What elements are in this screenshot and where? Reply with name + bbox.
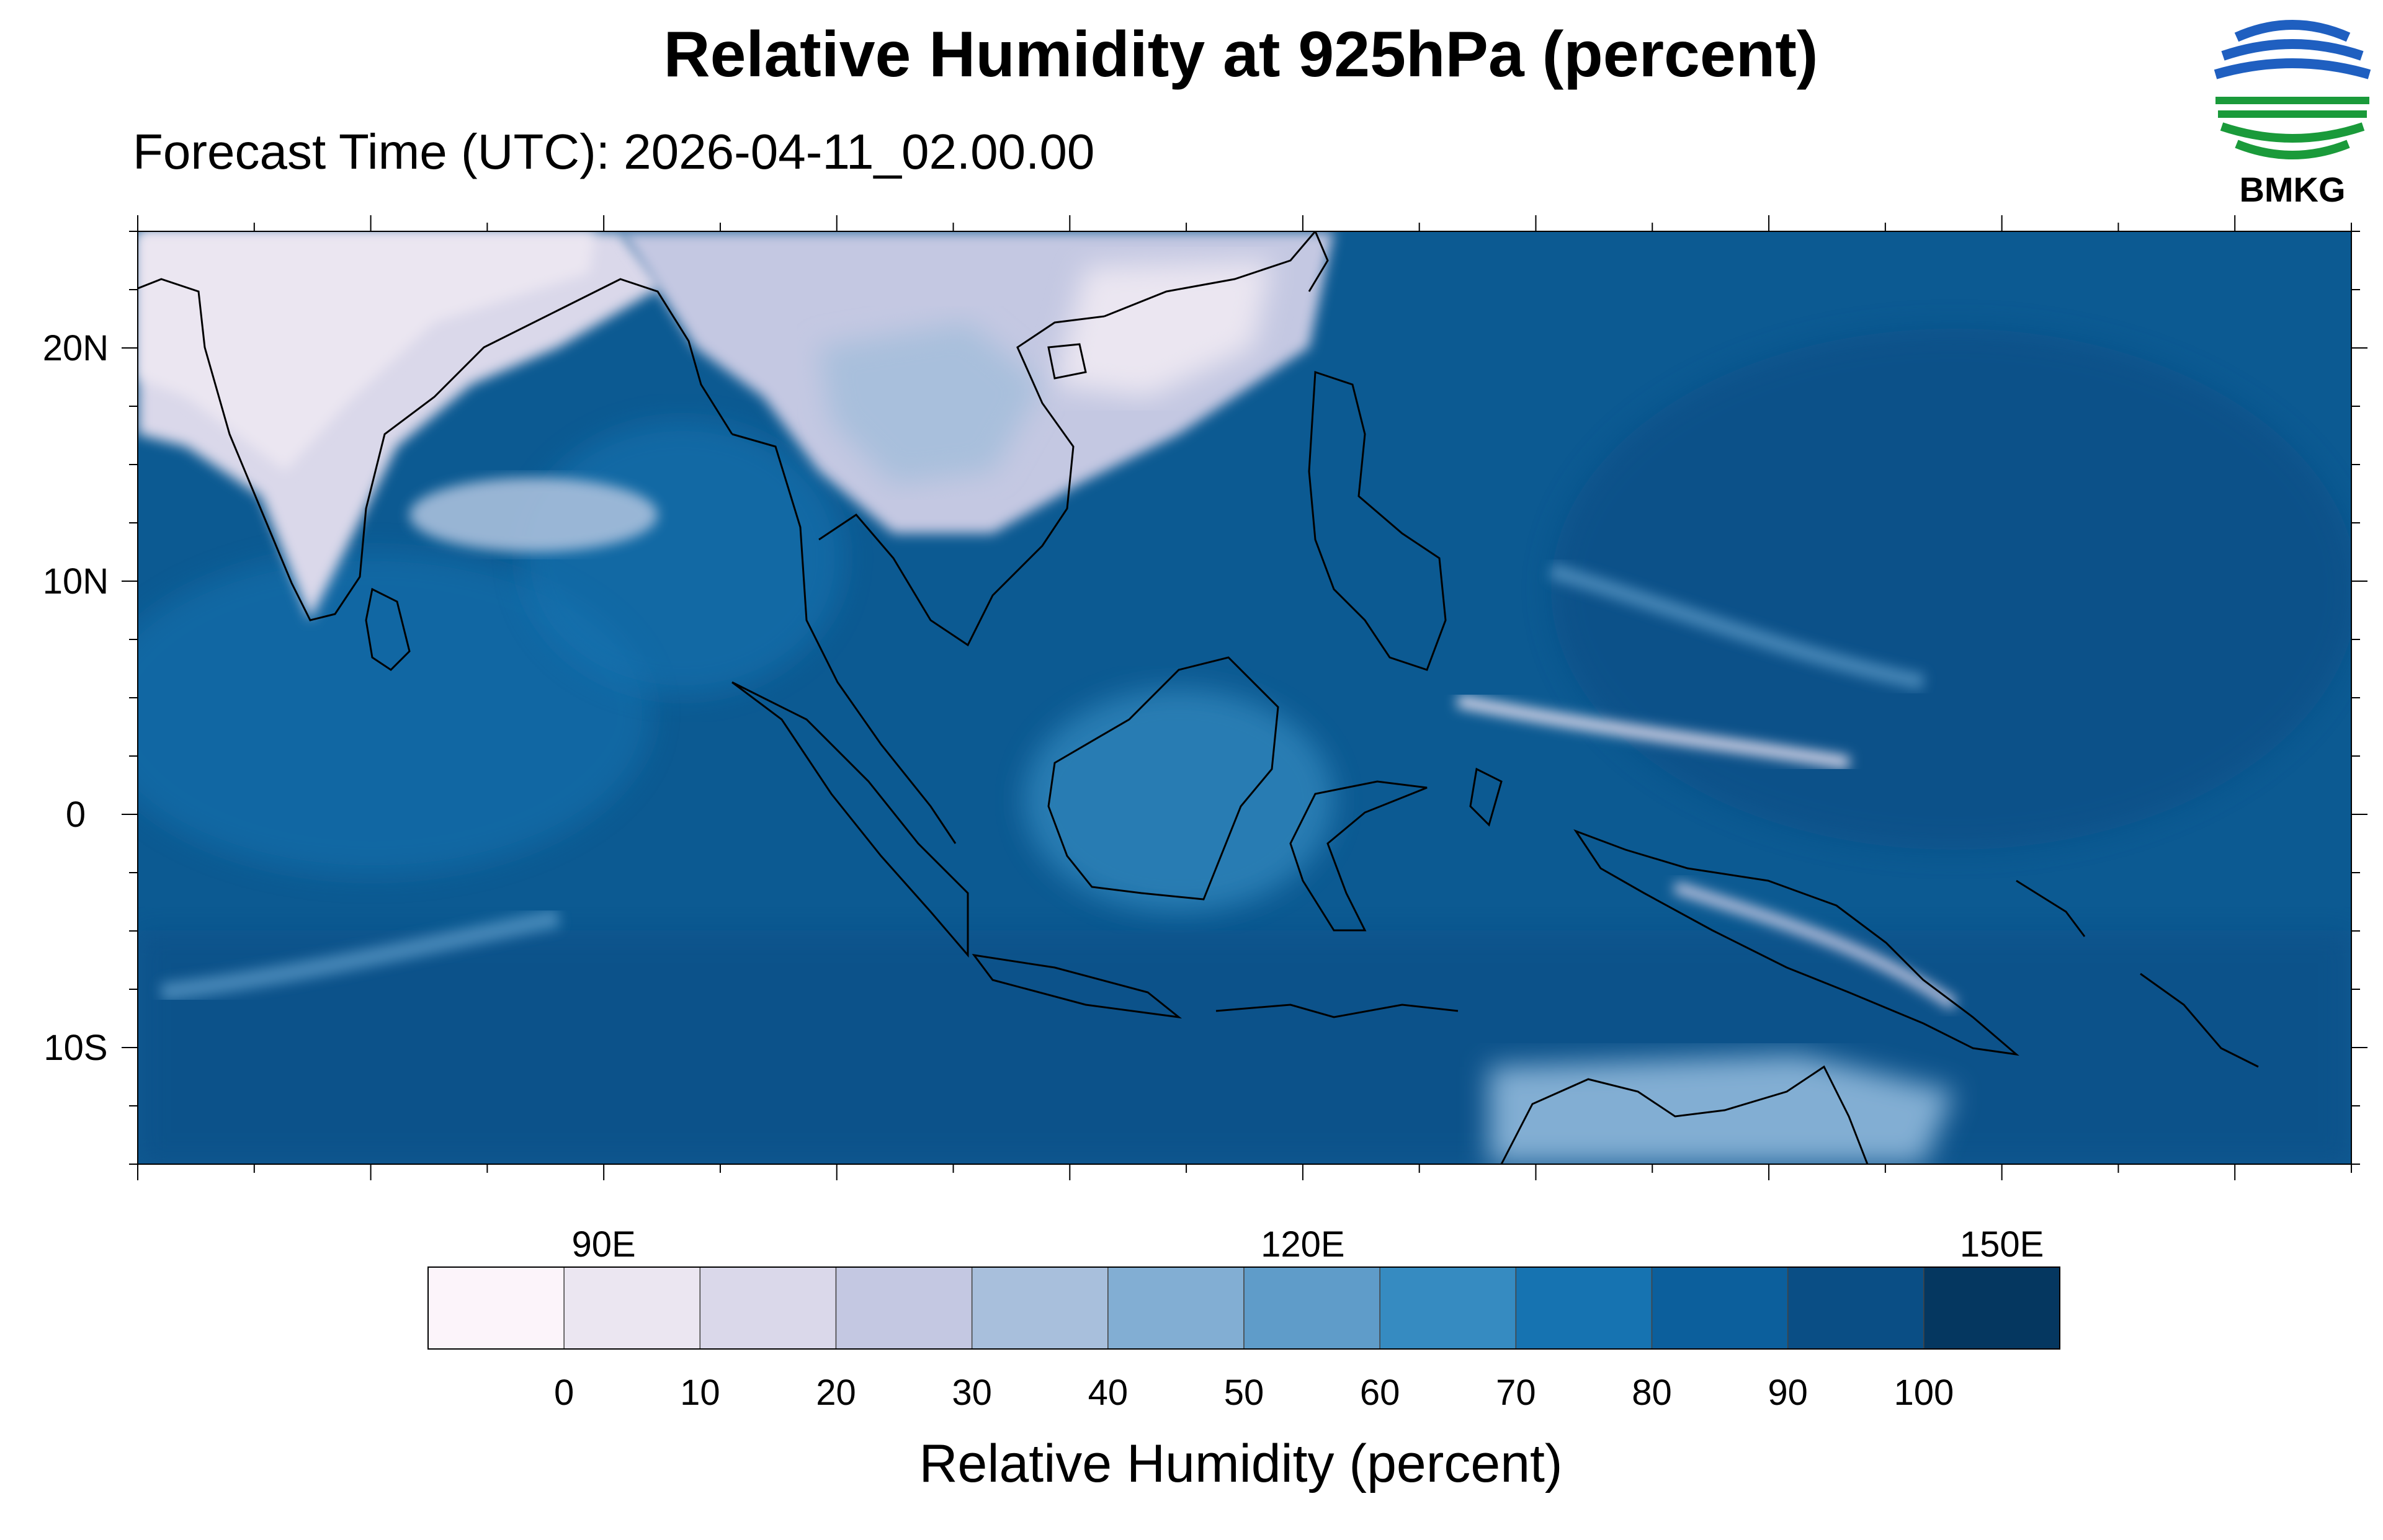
dry-india-core [138, 231, 596, 471]
forecast-time: Forecast Time (UTC): 2026-04-11_02.00.00 [133, 124, 1095, 179]
colorbar-tick-label: 100 [1893, 1373, 1954, 1413]
lon-tick-label: 150E [1960, 1224, 2044, 1265]
lat-tick-label: 10S [43, 1028, 107, 1068]
colorbar-box [1243, 1266, 1380, 1350]
dark-band-south [138, 930, 2351, 1164]
logo-green-arc-1 [2220, 122, 2365, 143]
bmkg-logo: BMKG [2214, 20, 2371, 209]
streak-indian-ocean [160, 909, 560, 1002]
lon-tick-label: 120E [1261, 1224, 1344, 1265]
logo-green-arc-2 [2235, 140, 2350, 159]
dry-indochina-core [1055, 260, 1272, 397]
colorbar-box [1651, 1266, 1789, 1350]
streak-pacific-2 [1549, 563, 1925, 690]
colorbar-tick-label: 20 [816, 1373, 856, 1413]
coast-lesser-sunda [1215, 1004, 1459, 1018]
colorbar-tick-label: 90 [1768, 1373, 1808, 1413]
colorbar: 0 10 20 30 40 50 60 70 80 90 100 [427, 1266, 2060, 1413]
dry-laos [819, 323, 1042, 484]
coast-java [972, 953, 1183, 1019]
colorbar-tick-label: 0 [554, 1373, 574, 1413]
logo-text: BMKG [2239, 170, 2345, 209]
dry-andaman [409, 478, 658, 552]
colorbar-tick-label: 60 [1360, 1373, 1400, 1413]
indian-ocean-mid [138, 552, 651, 875]
colorbar-box [563, 1266, 701, 1350]
logo-blue-arc-3 [2214, 58, 2371, 79]
lat-tick-label: 20N [43, 328, 109, 368]
colorbar-box [1515, 1266, 1653, 1350]
coast-solomons [2140, 973, 2259, 1068]
axis-tick-labels: 20N 10N 0 10S 90E 120E 150E [43, 328, 2044, 1265]
colorbar-title: Relative Humidity (percent) [919, 1434, 1563, 1493]
colorbar-tick-label: 40 [1088, 1373, 1129, 1413]
lon-tick-label: 90E [572, 1224, 636, 1265]
coast-sri-lanka [365, 587, 411, 671]
streak-pacific [1457, 695, 1850, 769]
colorbar-tick-label: 30 [952, 1373, 992, 1413]
dark-pacific [1551, 329, 2351, 850]
colorbar-box [427, 1266, 565, 1350]
bay-of-bengal [521, 422, 844, 695]
coast-new-guinea [1573, 829, 2019, 1056]
axis-ticks [122, 215, 2367, 1180]
humidity-field [138, 231, 2351, 1164]
colorbar-box [1787, 1266, 1925, 1350]
coast-borneo [1047, 656, 1279, 901]
logo-green-bar-1 [2215, 97, 2369, 104]
coast-thailand-vietnam [818, 315, 1105, 647]
lat-tick-label: 0 [66, 794, 86, 835]
colorbar-box [699, 1266, 837, 1350]
coast-sulawesi [1289, 780, 1428, 932]
coast-hainan [1047, 343, 1087, 380]
colorbar-tick-label: 80 [1632, 1373, 1672, 1413]
coast-philippines [1308, 370, 1447, 671]
logo-blue-arc-1 [2234, 20, 2351, 42]
colorbar-tick-label: 70 [1496, 1373, 1536, 1413]
coast-myanmar-malay [731, 433, 957, 844]
dry-australia [1489, 1054, 1954, 1164]
coast-china [1104, 231, 1317, 318]
streak-new-guinea [1673, 881, 1957, 1010]
lat-tick-label: 10N [43, 561, 109, 602]
colorbar-box [1379, 1266, 1517, 1350]
coast-taiwan [1308, 231, 1329, 292]
colorbar-box [1923, 1266, 2060, 1350]
coast-halmahera [1469, 767, 1503, 827]
colorbar-tick-label: 50 [1224, 1373, 1264, 1413]
logo-blue-arc-2 [2221, 39, 2364, 61]
borneo-moist [1024, 688, 1334, 912]
coast-bismarck [2016, 879, 2086, 937]
colorbar-box [971, 1266, 1109, 1350]
logo-green-bar-2 [2218, 110, 2367, 118]
coast-sumatra [731, 681, 969, 958]
coastlines [138, 231, 2259, 1164]
chart-title: Relative Humidity at 925hPa (percent) [663, 19, 1818, 91]
colorbar-box [1107, 1266, 1245, 1350]
colorbar-tick-label: 10 [680, 1373, 720, 1413]
coast-india [138, 278, 733, 621]
coast-australia [1500, 1065, 1869, 1164]
colorbar-box [835, 1266, 973, 1350]
colorbar-frame [427, 1266, 2060, 1350]
